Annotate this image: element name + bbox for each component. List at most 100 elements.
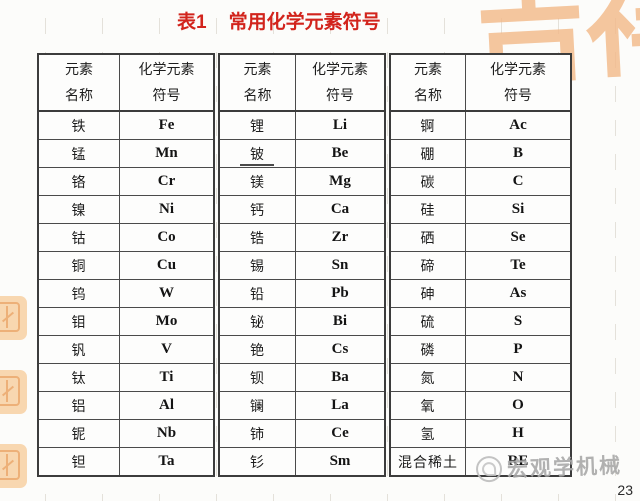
table-row: 锰 Mn bbox=[37, 139, 215, 168]
table-row: 铌 Nb bbox=[37, 419, 215, 448]
table-row: 铁 Fe bbox=[37, 110, 215, 140]
element-name-cell: 氧 bbox=[389, 391, 466, 420]
element-name-cell: 钙 bbox=[218, 195, 296, 224]
page-title: 表1 常用化学元素符号 bbox=[177, 7, 381, 34]
scan-artifact-line bbox=[240, 164, 274, 166]
element-name-cell: 铜 bbox=[37, 251, 120, 280]
header-line: 元素 bbox=[414, 61, 442, 78]
element-name-cell: 铍 bbox=[218, 139, 296, 168]
element-symbol-cell: Nb bbox=[119, 419, 215, 448]
element-name-cell: 碳 bbox=[389, 167, 466, 196]
element-name-cell: 钐 bbox=[218, 447, 296, 477]
element-name-cell: 镁 bbox=[218, 167, 296, 196]
header-line: 元素 bbox=[243, 61, 272, 78]
element-symbol-cell: C bbox=[465, 167, 572, 196]
table-row: 砷 As bbox=[389, 279, 572, 308]
element-symbol-cell: S bbox=[465, 307, 572, 336]
table-row: 碲 Te bbox=[389, 251, 572, 280]
table-number-label: 表1 bbox=[177, 12, 207, 33]
element-name-cell: 氮 bbox=[389, 363, 466, 392]
element-symbol-cell: Ni bbox=[119, 195, 215, 224]
element-name-cell: 钛 bbox=[37, 363, 120, 392]
element-symbol-cell: Co bbox=[119, 223, 215, 252]
table-row: 锆 Zr bbox=[218, 223, 386, 252]
element-symbol-cell: Ce bbox=[295, 419, 386, 448]
element-symbol-cell: Ta bbox=[119, 447, 215, 477]
table-row: 硅 Si bbox=[389, 195, 572, 224]
table-row: 钽 Ta bbox=[37, 447, 215, 477]
element-name-cell: 钼 bbox=[37, 307, 120, 336]
header-line: 名称 bbox=[243, 86, 272, 103]
table-row: 钴 Co bbox=[37, 223, 215, 252]
element-symbol-cell: Cr bbox=[119, 167, 215, 196]
element-name-cell: 氢 bbox=[389, 419, 466, 448]
element-name-cell: 铬 bbox=[37, 167, 120, 196]
header-element-name: 元素 名称 bbox=[218, 53, 296, 112]
table-row: 镧 La bbox=[218, 391, 386, 420]
element-name-cell: 镧 bbox=[218, 391, 296, 420]
element-symbol-cell: W bbox=[119, 279, 215, 308]
header-row: 元素 名称 化学元素 符号 bbox=[37, 53, 215, 112]
element-symbol-cell: Te bbox=[465, 251, 572, 280]
element-symbol-cell: Al bbox=[119, 391, 215, 420]
header-element-symbol: 化学元素 符号 bbox=[119, 53, 215, 112]
header-line: 符号 bbox=[504, 86, 532, 103]
element-name-cell: 混合稀土 bbox=[389, 447, 466, 477]
element-symbol-cell: Fe bbox=[119, 110, 215, 140]
element-name-cell: 锆 bbox=[218, 223, 296, 252]
element-name-cell: 钒 bbox=[37, 335, 120, 364]
header-element-symbol: 化学元素 符号 bbox=[295, 53, 386, 112]
seal-glyph-icon bbox=[0, 376, 20, 406]
element-name-cell: 铯 bbox=[218, 335, 296, 364]
table-row: 硒 Se bbox=[389, 223, 572, 252]
element-symbol-cell: Ba bbox=[295, 363, 386, 392]
header-row: 元素 名称 化学元素 符号 bbox=[389, 53, 572, 112]
element-name-cell: 硫 bbox=[389, 307, 466, 336]
seal-stamp-decor bbox=[0, 444, 27, 488]
element-symbol-cell: Mo bbox=[119, 307, 215, 336]
table-row: 钛 Ti bbox=[37, 363, 215, 392]
elements-table: 元素 名称 化学元素 符号 铁 Fe 锰 Mn 铬 Cr 镍 Ni 钴 Co 铜 Cu 钨 W 钼 Mo 钒 V 钛… bbox=[37, 53, 572, 477]
element-name-cell: 镍 bbox=[37, 195, 120, 224]
header-line: 名称 bbox=[414, 86, 442, 103]
element-name-cell: 铅 bbox=[218, 279, 296, 308]
element-name-cell: 硒 bbox=[389, 223, 466, 252]
watermark-text: 宏观学机械 bbox=[506, 454, 623, 482]
table-row: 钙 Ca bbox=[218, 195, 386, 224]
element-symbol-cell: Sm bbox=[295, 447, 386, 477]
element-name-cell: 锕 bbox=[389, 110, 466, 140]
element-name-cell: 铈 bbox=[218, 419, 296, 448]
seal-glyph-icon bbox=[0, 302, 20, 332]
table-row: 钐 Sm bbox=[218, 447, 386, 477]
header-line: 符号 bbox=[152, 86, 181, 103]
seal-stamp-decor bbox=[0, 370, 27, 414]
element-name-cell: 锂 bbox=[218, 110, 296, 140]
table-row: 镍 Ni bbox=[37, 195, 215, 224]
element-symbol-cell: Ti bbox=[119, 363, 215, 392]
header-line: 名称 bbox=[65, 86, 93, 103]
watermark: 宏观学机械 bbox=[475, 449, 623, 484]
element-name-cell: 砷 bbox=[389, 279, 466, 308]
element-symbol-cell: Cs bbox=[295, 335, 386, 364]
table-row: 铝 Al bbox=[37, 391, 215, 420]
element-symbol-cell: Si bbox=[465, 195, 572, 224]
table-row: 锕 Ac bbox=[389, 110, 572, 140]
element-symbol-cell: Be bbox=[295, 139, 386, 168]
seal-stamp-decor bbox=[0, 296, 27, 340]
header-line: 元素 bbox=[65, 61, 93, 78]
header-line: 化学元素 bbox=[490, 61, 546, 78]
element-symbol-cell: As bbox=[465, 279, 572, 308]
element-name-cell: 碲 bbox=[389, 251, 466, 280]
element-symbol-cell: Mn bbox=[119, 139, 215, 168]
element-name-cell: 钽 bbox=[37, 447, 120, 477]
element-symbol-cell: Se bbox=[465, 223, 572, 252]
header-line: 化学元素 bbox=[138, 61, 195, 78]
